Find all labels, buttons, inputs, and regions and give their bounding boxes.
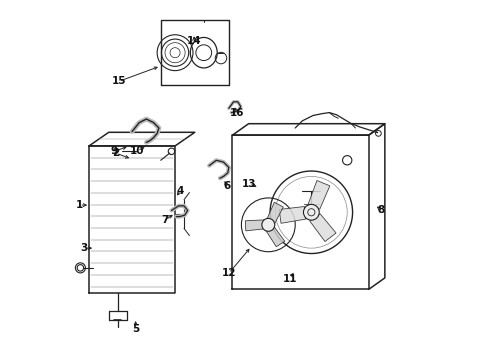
Text: 14: 14 [187,36,201,46]
Text: 7: 7 [162,215,169,225]
Polygon shape [266,227,285,247]
Text: 16: 16 [230,108,245,118]
Text: 10: 10 [130,146,145,156]
Polygon shape [310,214,336,242]
Circle shape [303,204,319,220]
Text: 3: 3 [81,243,88,253]
Polygon shape [279,207,306,223]
Text: 12: 12 [221,268,236,278]
Polygon shape [267,202,283,224]
Text: 13: 13 [242,179,257,189]
Text: 1: 1 [75,200,83,210]
Text: 8: 8 [378,206,385,216]
Text: 15: 15 [112,76,126,86]
Text: 6: 6 [223,181,231,192]
Text: 5: 5 [132,324,139,334]
Text: 4: 4 [177,186,184,196]
Text: 2: 2 [112,148,120,158]
Polygon shape [308,180,330,209]
Text: 11: 11 [283,274,297,284]
Polygon shape [245,220,264,231]
Text: 9: 9 [111,146,118,156]
Circle shape [262,219,275,231]
